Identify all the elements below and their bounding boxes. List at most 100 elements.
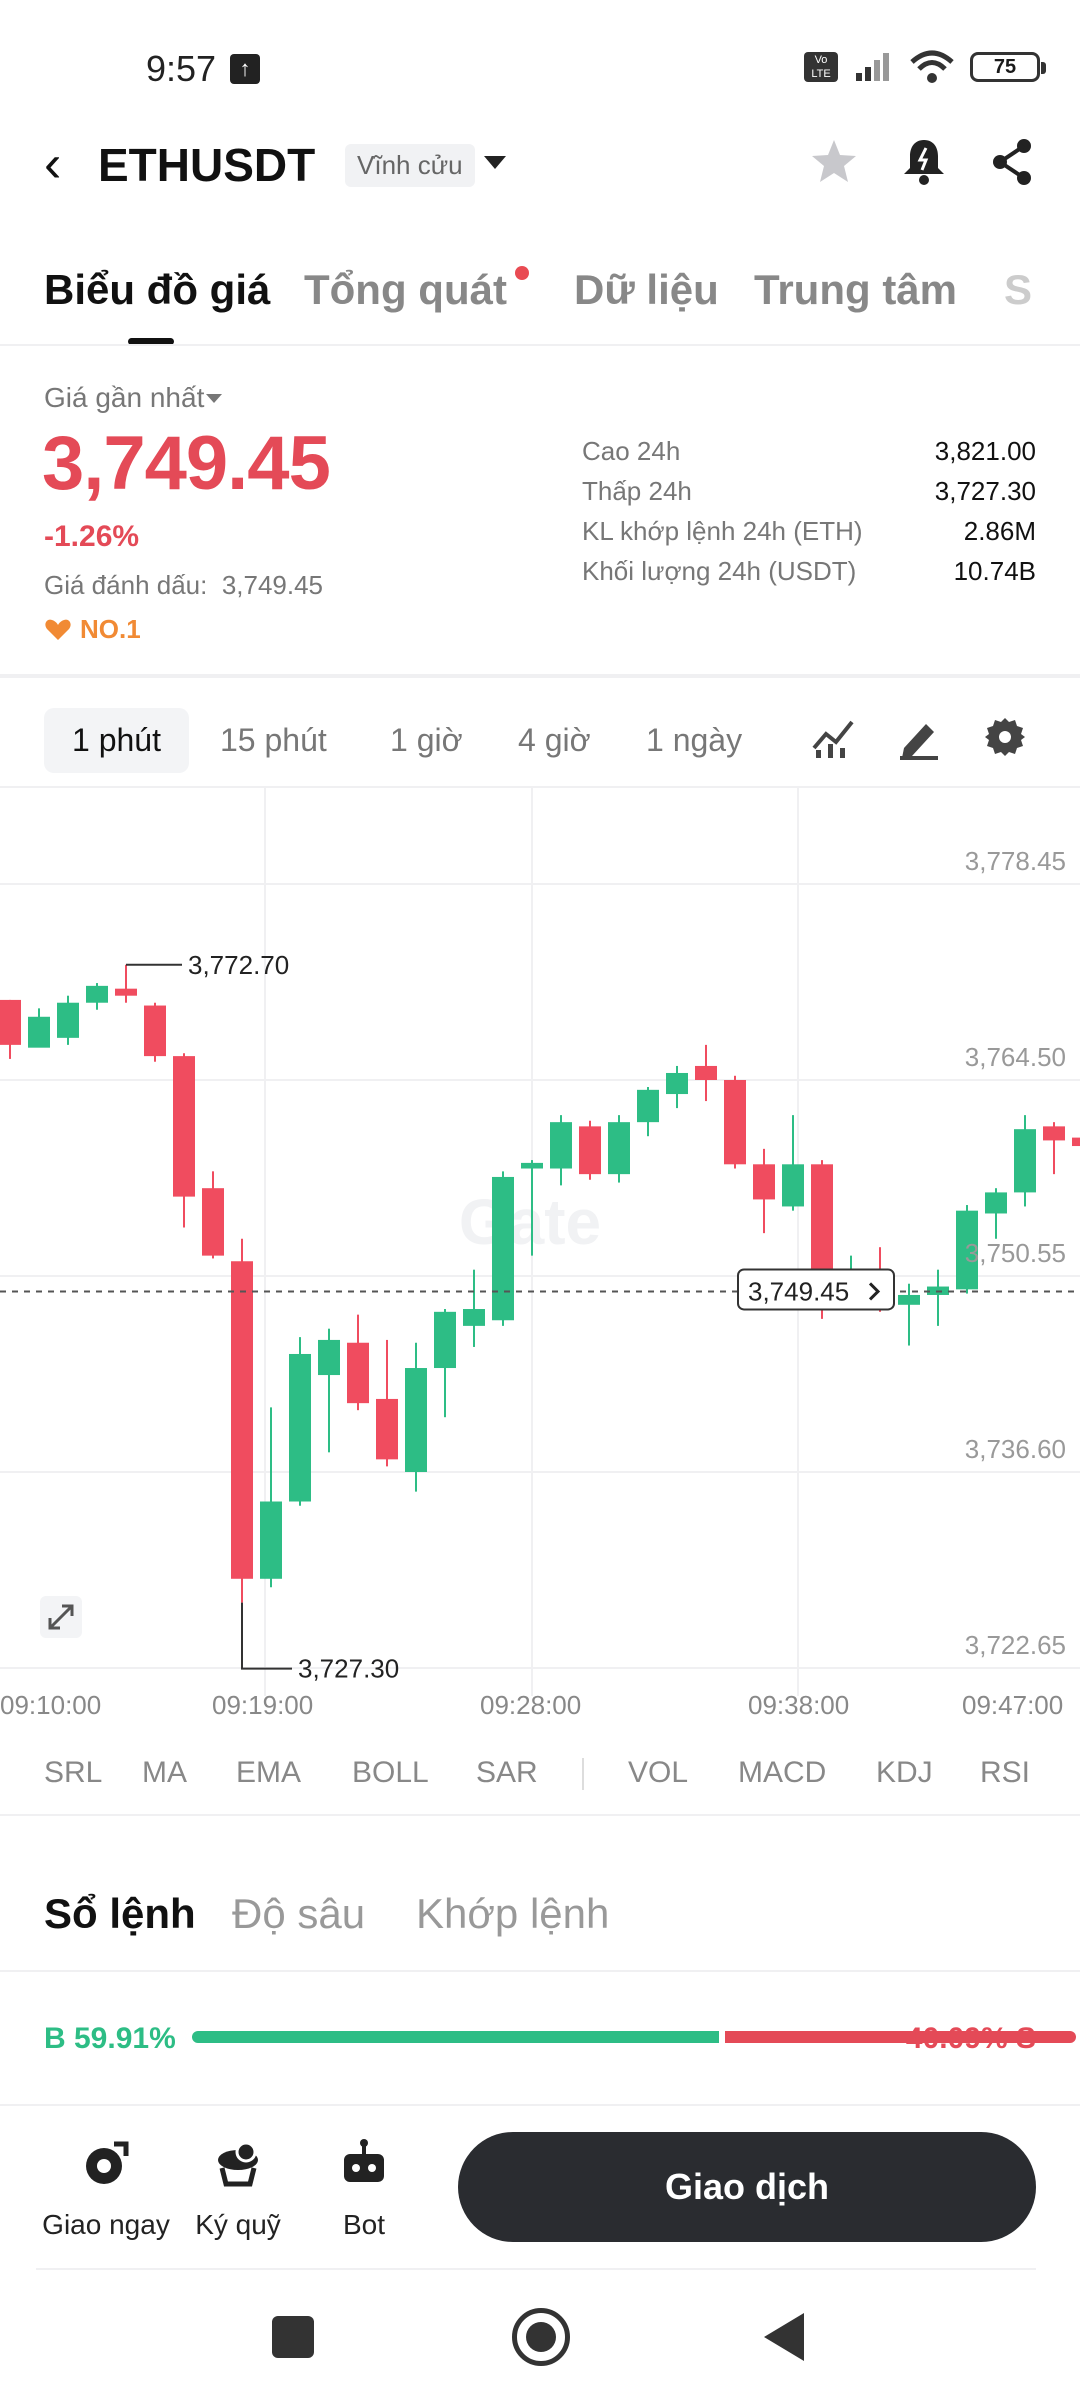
margin-label: Ký quỹ <box>195 2209 281 2240</box>
x-tick-label: 09:19:00 <box>212 1690 314 1720</box>
candle-up <box>1014 1129 1036 1193</box>
price-alert-bell-icon[interactable] <box>896 134 952 190</box>
mark-price-label: Giá đánh dấu: <box>44 570 208 600</box>
contract-type-badge[interactable]: Vĩnh cửu <box>345 144 475 187</box>
rank-label: NO.1 <box>80 614 141 644</box>
timeframe-1d[interactable]: 1 ngày <box>646 722 743 758</box>
indicator-rsi[interactable]: RSI <box>980 1756 1031 1789</box>
share-icon[interactable] <box>984 134 1040 190</box>
x-tick-label: 09:47:00 <box>962 1690 1064 1720</box>
stat-value: 3,727.30 <box>934 476 1036 506</box>
settings-gear-icon[interactable] <box>980 712 1030 762</box>
stat-volume-eth: KL khớp lệnh 24h (ETH) 2.86M <box>582 516 1036 547</box>
stat-label: Khối lượng 24h (USDT) <box>582 556 857 586</box>
tab-center[interactable]: Trung tâm <box>754 266 958 313</box>
timeframe-1m[interactable]: 1 phút <box>44 708 189 773</box>
back-button[interactable]: ‹ <box>44 135 62 193</box>
y-tick-label: 3,764.50 <box>965 1042 1066 1072</box>
indicator-sar[interactable]: SAR <box>476 1756 538 1789</box>
high-label: 3,772.70 <box>188 950 289 980</box>
candle-down <box>173 1056 195 1197</box>
candle-down <box>0 999 21 1045</box>
stat-label: Thấp 24h <box>582 476 692 506</box>
margin-trade-action[interactable]: Ký quỹ <box>168 2138 308 2241</box>
current-price-label: 3,749.45 <box>748 1276 849 1306</box>
sell-ratio: 40.09% S <box>905 2022 1036 2055</box>
margin-icon <box>218 2141 258 2187</box>
chevron-down-icon[interactable] <box>206 394 222 403</box>
upload-icon: ↑ <box>230 54 260 84</box>
trade-button[interactable]: Giao dịch <box>458 2132 1036 2242</box>
candle-up <box>492 1176 514 1321</box>
candlestick-chart[interactable]: Gate 3,772.70 3,727.30 3,778.45 3,764.50 3,75… <box>0 788 1080 1728</box>
candle-up <box>985 1192 1007 1214</box>
status-icons: Vo LTE 75 <box>804 50 1046 84</box>
tab-order-book[interactable]: Sổ lệnh <box>44 1890 196 1937</box>
divider <box>36 2268 1036 2270</box>
tab-trades[interactable]: Khớp lệnh <box>416 1890 610 1937</box>
candle-up <box>608 1122 630 1175</box>
indicator-icon[interactable] <box>808 712 858 762</box>
pair-title[interactable]: ETHUSDT <box>98 139 316 191</box>
candle-up <box>405 1368 427 1472</box>
tab-data[interactable]: Dữ liệu <box>574 266 719 313</box>
indicator-macd[interactable]: MACD <box>738 1756 827 1789</box>
indicator-boll[interactable]: BOLL <box>352 1756 429 1789</box>
timeframe-4h[interactable]: 4 giờ <box>518 722 591 758</box>
system-back-button[interactable] <box>764 2313 804 2361</box>
indicator-vol[interactable]: VOL <box>628 1756 689 1789</box>
timeframe-15m[interactable]: 15 phút <box>220 722 327 758</box>
y-tick-label: 3,750.55 <box>965 1238 1066 1268</box>
candle-up <box>86 985 108 1003</box>
stat-value: 2.86M <box>963 516 1036 546</box>
indicator-srl[interactable]: SRL <box>44 1756 103 1789</box>
indicator-ema[interactable]: EMA <box>236 1756 302 1789</box>
expand-icon[interactable] <box>40 1596 82 1638</box>
star-icon[interactable] <box>806 134 862 190</box>
mark-price-value: 3,749.45 <box>221 570 324 600</box>
stat-high: Cao 24h 3,821.00 <box>582 436 1036 467</box>
stat-value: 3,821.00 <box>934 436 1036 466</box>
last-price: 3,749.45 <box>42 421 331 506</box>
tab-depth[interactable]: Độ sâu <box>232 1890 366 1937</box>
mark-price: Giá đánh dấu: 3,749.45 <box>44 570 323 601</box>
candle-down <box>376 1398 398 1460</box>
candle-up <box>956 1210 978 1290</box>
candle-up <box>666 1072 688 1095</box>
candle-up <box>637 1089 659 1123</box>
divider <box>0 674 1080 678</box>
rank-badge[interactable]: NO.1 <box>44 614 141 645</box>
chevron-right-icon <box>868 1282 881 1301</box>
spot-icon <box>86 2141 129 2184</box>
heart-icon <box>45 619 71 640</box>
divider <box>0 1970 1080 1972</box>
candle-up <box>289 1353 311 1502</box>
candle-down <box>1072 1137 1080 1147</box>
tab-chart[interactable]: Biểu đồ giá <box>44 266 271 313</box>
home-button[interactable] <box>512 2308 570 2366</box>
sell-ratio-bar <box>725 2031 1076 2043</box>
spot-label: Giao ngay <box>42 2209 170 2240</box>
tab-overview[interactable]: Tổng quát <box>304 266 507 313</box>
tab-active-indicator <box>128 338 174 345</box>
recent-apps-button[interactable] <box>272 2316 314 2358</box>
last-price-label[interactable]: Giá gần nhất <box>44 382 205 413</box>
stat-label: KL khớp lệnh 24h (ETH) <box>582 516 863 546</box>
candle-up <box>782 1164 804 1207</box>
timeframe-1h[interactable]: 1 giờ <box>390 722 463 758</box>
signal-icon <box>856 53 889 81</box>
y-tick-label: 3,736.60 <box>965 1434 1066 1464</box>
candle-down <box>115 988 137 996</box>
chevron-down-icon[interactable] <box>484 156 506 169</box>
indicator-ma[interactable]: MA <box>142 1756 187 1789</box>
tab-more[interactable]: S <box>1004 266 1033 313</box>
candle-down <box>231 1261 253 1579</box>
spot-trade-action[interactable]: Giao ngay <box>36 2138 176 2241</box>
drawing-pen-icon[interactable] <box>894 712 944 762</box>
status-time: 9:57 <box>146 48 217 89</box>
bot-action[interactable]: Bot <box>294 2138 434 2241</box>
candle-down <box>579 1126 601 1175</box>
indicator-kdj[interactable]: KDJ <box>876 1756 933 1789</box>
low-label: 3,727.30 <box>298 1654 399 1684</box>
battery-icon: 75 <box>970 52 1046 82</box>
